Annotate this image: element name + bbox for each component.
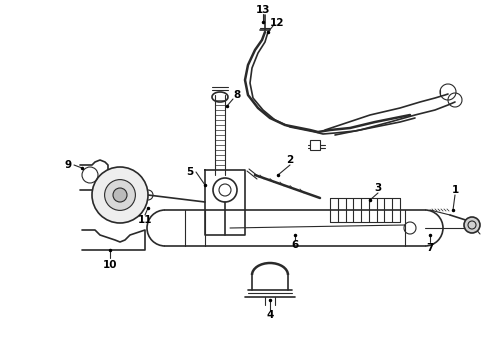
- Text: 6: 6: [292, 240, 298, 250]
- Bar: [310, 140, 320, 150]
- Text: 7: 7: [426, 243, 434, 253]
- Text: 12: 12: [270, 18, 284, 28]
- Text: 4: 4: [266, 310, 274, 320]
- Text: 8: 8: [233, 90, 241, 100]
- Text: 10: 10: [103, 260, 117, 270]
- Circle shape: [113, 188, 127, 202]
- Text: 3: 3: [374, 183, 382, 193]
- Text: 9: 9: [65, 160, 72, 170]
- Text: 11: 11: [138, 215, 152, 225]
- Text: 13: 13: [256, 5, 270, 15]
- Text: 1: 1: [451, 185, 459, 195]
- Circle shape: [464, 217, 480, 233]
- Text: 2: 2: [286, 155, 294, 165]
- Circle shape: [104, 180, 135, 210]
- Text: 5: 5: [186, 167, 194, 177]
- Circle shape: [92, 167, 148, 223]
